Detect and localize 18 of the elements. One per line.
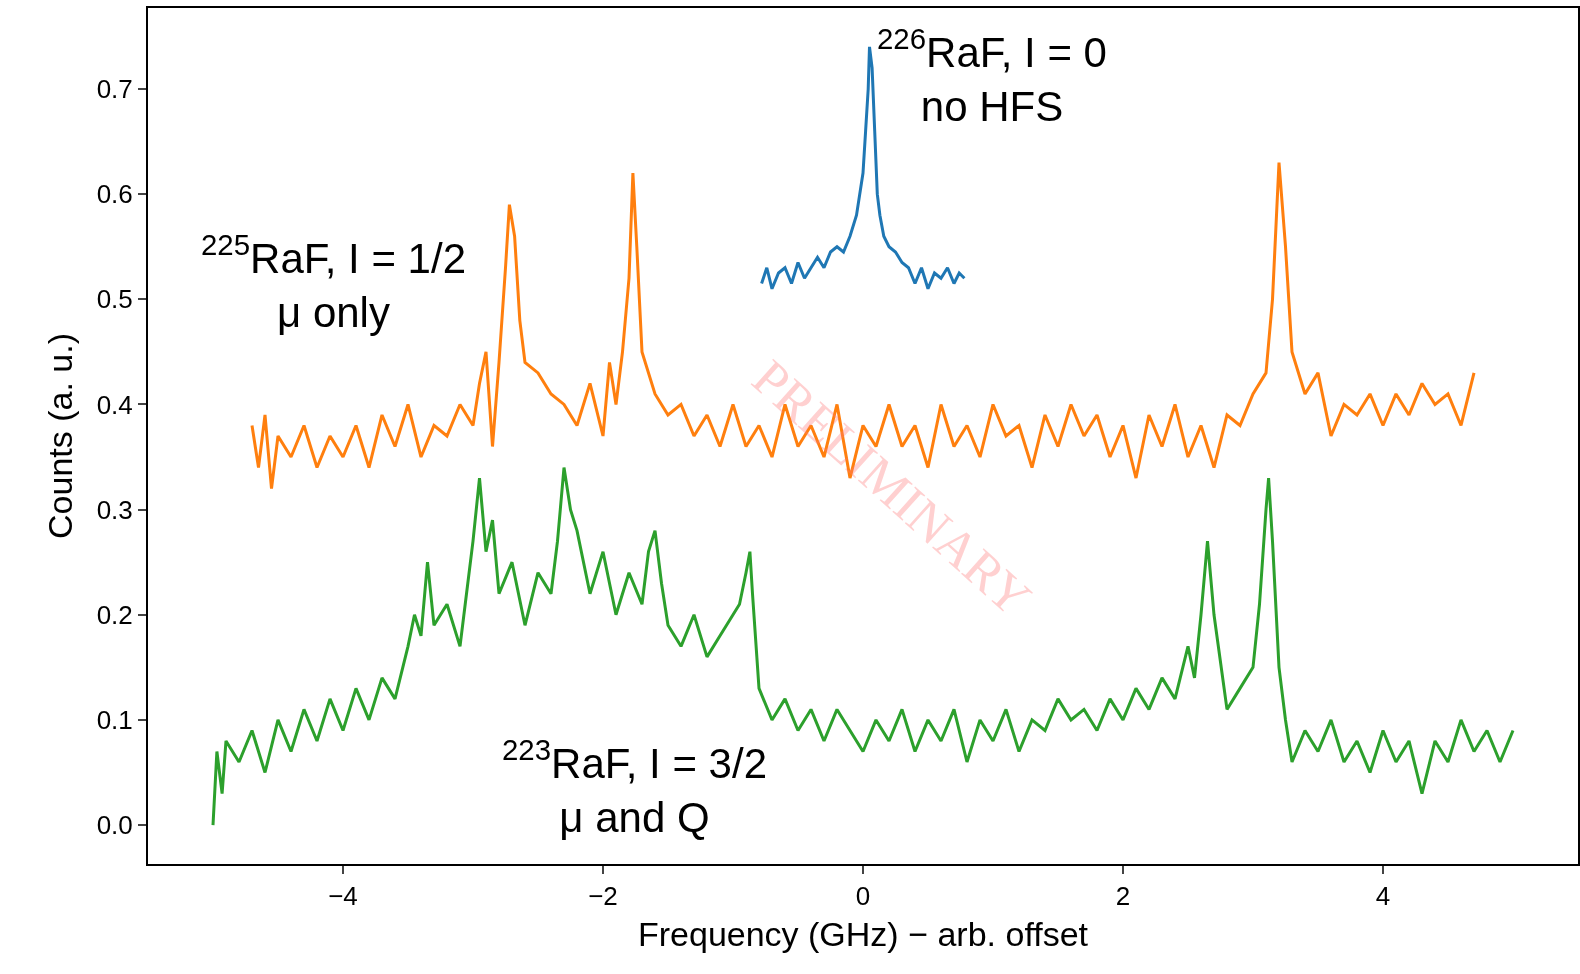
series-label: $^{226}$RaF, I = 0 no HFS bbox=[877, 22, 1107, 131]
y-tick-label: 0.7 bbox=[96, 74, 133, 105]
y-tick-label: 0.6 bbox=[96, 179, 133, 210]
x-tick-label: −4 bbox=[328, 881, 358, 912]
x-tick-label: 2 bbox=[1115, 881, 1131, 912]
y-tick-label: 0.2 bbox=[96, 599, 133, 630]
y-tick-label: 0.4 bbox=[96, 389, 133, 420]
y-tick-label: 0.1 bbox=[96, 705, 133, 736]
x-tick-label: 4 bbox=[1375, 881, 1391, 912]
series-label: $^{225}$RaF, I = 1/2 μ only bbox=[201, 228, 466, 337]
y-tick-label: 0.5 bbox=[96, 284, 133, 315]
series-label: $^{223}$RaF, I = 3/2 μ and Q bbox=[502, 733, 767, 842]
y-axis-title: Counts (a. u.) bbox=[40, 333, 79, 539]
y-tick-label: 0.0 bbox=[96, 810, 133, 841]
x-tick-label: 0 bbox=[855, 881, 871, 912]
x-tick-label: −2 bbox=[588, 881, 618, 912]
x-axis-title: Frequency (GHz) − arb. offset bbox=[637, 915, 1089, 953]
y-tick-label: 0.3 bbox=[96, 494, 133, 525]
